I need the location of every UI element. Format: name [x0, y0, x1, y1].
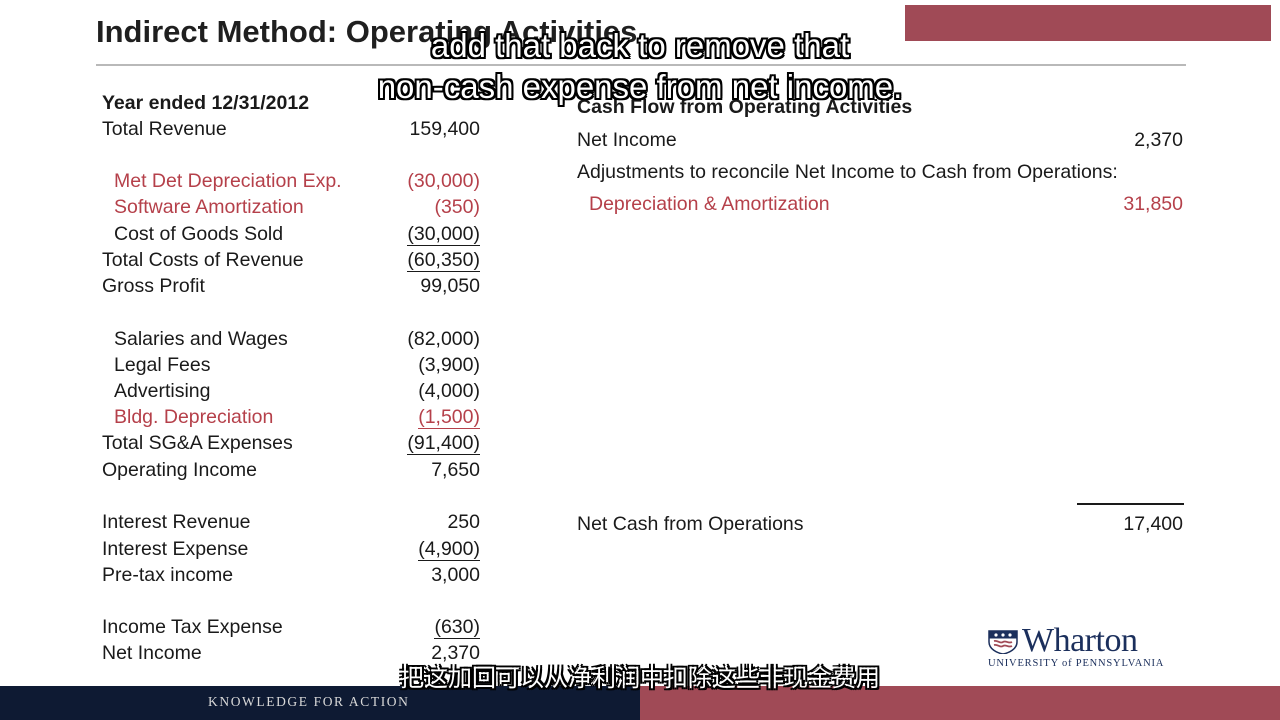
- table-row: Total SG&A Expenses (91,400): [102, 432, 480, 455]
- logo-wordmark: Wharton: [1022, 622, 1138, 659]
- cash-flow-net-income-row: Net Income 2,370: [577, 129, 1183, 151]
- table-row: Net Income 2,370: [102, 642, 480, 664]
- penn-shield-icon: [988, 630, 1018, 654]
- slide-title: Indirect Method: Operating Activities: [96, 14, 638, 49]
- caption-chinese: 把这加回可以从净利润中扣除这些非现金费用: [400, 665, 880, 692]
- footer-tagline: KNOWLEDGE FOR ACTION: [208, 694, 410, 709]
- table-row: Software Amortization (350): [114, 196, 480, 218]
- table-row: Bldg. Depreciation (1,500): [114, 406, 480, 429]
- title-divider: [96, 64, 1186, 66]
- table-row: Pre-tax income 3,000: [102, 564, 480, 586]
- table-row: Met Det Depreciation Exp. (30,000): [114, 170, 480, 192]
- table-row: Income Tax Expense (630): [102, 616, 480, 639]
- table-row: Interest Expense (4,900): [102, 538, 480, 561]
- caption-english-line-1: add that back to remove that: [430, 27, 850, 64]
- income-statement-header: Year ended 12/31/2012: [102, 92, 310, 114]
- table-row: Interest Revenue 250: [102, 511, 480, 533]
- table-row: Total Costs of Revenue (60,350): [102, 249, 480, 272]
- footer-bar-right: [640, 686, 1280, 720]
- table-row: Legal Fees (3,900): [114, 354, 480, 376]
- cash-flow-header: Cash Flow from Operating Activities: [577, 96, 913, 118]
- footer-bar-left: [0, 686, 640, 720]
- logo-subtitle: UNIVERSITY of PENNSYLVANIA: [988, 658, 1165, 669]
- table-row: Salaries and Wages (82,000): [114, 328, 480, 350]
- cash-flow-dep-amort-row: Depreciation & Amortization 31,850: [589, 193, 1183, 215]
- table-row: Cost of Goods Sold (30,000): [114, 223, 480, 246]
- table-row: Gross Profit 99,050: [102, 275, 480, 297]
- cash-flow-net-cash-row: Net Cash from Operations 17,400: [577, 513, 1183, 535]
- cash-flow-adjustments-heading: Adjustments to reconcile Net Income to C…: [577, 161, 1118, 183]
- table-row: Advertising (4,000): [114, 380, 480, 402]
- top-right-accent-block: [905, 5, 1271, 41]
- caption-english-line-2: non-cash expense from net income.: [377, 68, 903, 105]
- table-row: Total Revenue 159,400: [102, 118, 480, 140]
- wharton-logo: Wharton UNIVERSITY of PENNSYLVANIA: [988, 622, 1193, 674]
- table-row: Operating Income 7,650: [102, 459, 480, 481]
- total-rule: [1077, 503, 1184, 505]
